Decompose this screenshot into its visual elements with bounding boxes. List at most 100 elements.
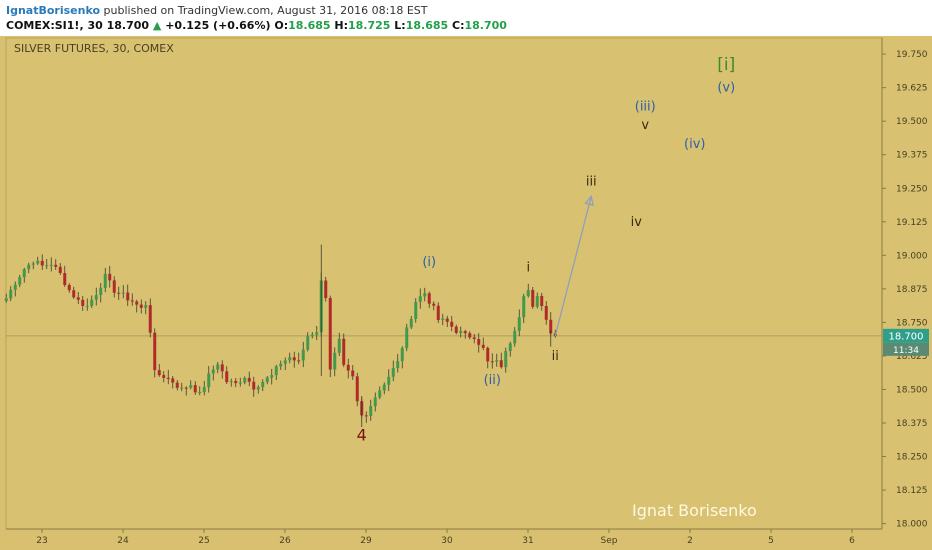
candle [261,379,265,392]
x-tick-label: 25 [198,536,209,546]
x-tick-label: 30 [441,536,453,546]
x-tick-label: 24 [117,536,129,546]
candle [274,364,278,381]
candle [166,369,170,385]
publish-line: IgnatBorisenko published on TradingView.… [6,4,428,17]
plot-area [5,37,883,530]
high-label: H: [334,19,348,32]
candle [130,293,134,306]
candle [396,353,400,373]
candle [472,334,476,344]
candle [85,298,89,311]
candle [351,365,355,380]
candle [31,261,35,270]
candle [531,286,535,309]
change-up-icon: ▲ [152,19,162,32]
candle [499,352,503,369]
candle [220,360,224,379]
y-tick-label: 18.250 [896,453,928,463]
candle [279,360,283,370]
candle [409,316,413,330]
author-link[interactable]: IgnatBorisenko [6,4,101,17]
candle [22,267,26,283]
price-chart[interactable]: 19.750 19.625 19.500 19.375 19.250 19.125 19.0… [0,36,932,550]
open-value: 18.685 [288,19,331,32]
y-tick-label: 18.625 [896,352,928,362]
candle [58,263,62,275]
candle [171,376,175,389]
candle [139,299,143,314]
candle [76,291,80,305]
candle [490,353,494,369]
candle [148,298,152,338]
candle [243,376,247,385]
candle [517,309,521,337]
candle [328,295,332,378]
projection-arrowhead [584,194,594,207]
wave-label: ii [552,349,559,364]
candle [378,386,382,400]
y-tick-label: 19.000 [896,251,928,261]
candle [27,262,31,274]
candle [292,351,296,368]
candle [18,274,22,288]
candle [283,357,287,371]
candle [211,365,215,381]
candle [513,327,517,347]
x-tick-label: 26 [279,536,291,546]
wave-label: (ii) [484,373,501,388]
candle [117,286,121,300]
projection-arrow [554,196,592,336]
open-label: O: [274,19,289,32]
y-tick-label: 18.000 [896,520,928,530]
candle [535,292,539,309]
candle [306,332,310,352]
candle [270,368,274,385]
y-tick-label: 18.500 [896,385,928,395]
y-tick-label: 18.750 [896,318,928,328]
candle [94,287,98,306]
candle [157,363,161,377]
y-tick-label: 19.375 [896,151,928,161]
current-price-label: 18.700 [889,331,924,342]
chart-title: SILVER FUTURES, 30, COMEX [14,42,174,55]
chart-header: IgnatBorisenko published on TradingView.… [0,0,932,36]
x-tick-label: 2 [687,536,693,546]
change-value: +0.125 (+0.66%) [165,19,271,32]
y-tick-label: 19.500 [896,117,928,127]
x-tick-label: 23 [36,536,47,546]
candle [144,301,148,315]
last-price: 18.700 [106,19,150,32]
candle [153,328,157,378]
candle [198,386,202,396]
candle [108,266,112,288]
candle [414,298,418,323]
candle [216,361,220,374]
wave-label: v [641,118,649,133]
candle [405,323,409,352]
candle [454,324,458,335]
wave-label: (v) [717,81,735,96]
candle [234,378,238,388]
wave-label: iv [631,215,643,230]
y-tick-label: 19.125 [896,218,928,228]
candle [427,291,431,309]
candle [382,382,386,395]
candle [522,293,526,324]
candle [252,376,256,397]
low-value: 18.685 [405,19,449,32]
candle [441,313,445,326]
candle [544,301,548,325]
candle [229,378,233,387]
candle [112,276,116,298]
wave-label: 4 [357,425,367,444]
symbol-label: COMEX:SI1!, 30 [6,19,103,32]
candle [135,299,139,313]
candle [4,293,8,303]
candle [99,283,103,303]
candle [387,369,391,392]
candle [423,287,427,302]
candle [265,375,269,385]
candle [36,256,40,265]
wave-label: (iii) [635,99,656,114]
